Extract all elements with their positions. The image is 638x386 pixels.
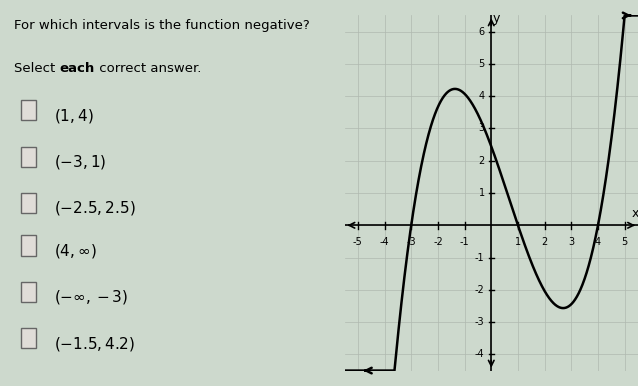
Text: 2: 2: [542, 237, 548, 247]
Text: $(4, \infty)$: $(4, \infty)$: [54, 242, 96, 260]
Text: $(1, 4)$: $(1, 4)$: [54, 107, 93, 125]
Text: -1: -1: [460, 237, 470, 247]
Text: 6: 6: [478, 27, 485, 37]
Text: $(-3, 1)$: $(-3, 1)$: [54, 153, 106, 171]
Text: -3: -3: [475, 317, 485, 327]
Text: 4: 4: [478, 91, 485, 101]
Text: -1: -1: [475, 252, 485, 262]
Text: $(-1.5, 4.2)$: $(-1.5, 4.2)$: [54, 335, 135, 352]
Text: -2: -2: [433, 237, 443, 247]
Text: 1: 1: [478, 188, 485, 198]
Text: -4: -4: [475, 349, 485, 359]
Bar: [22, 147, 36, 167]
Text: -5: -5: [353, 237, 363, 247]
Text: 3: 3: [568, 237, 574, 247]
Text: 3: 3: [478, 124, 485, 134]
Bar: [22, 328, 36, 348]
Text: each: each: [59, 62, 94, 75]
Bar: [22, 282, 36, 302]
Text: x: x: [632, 208, 638, 220]
Bar: [22, 100, 36, 120]
Text: correct answer.: correct answer.: [94, 62, 201, 75]
Text: 4: 4: [595, 237, 601, 247]
Bar: [22, 235, 36, 256]
Text: -4: -4: [380, 237, 389, 247]
Text: For which intervals is the function negative?: For which intervals is the function nega…: [14, 19, 310, 32]
Text: 2: 2: [478, 156, 485, 166]
Text: y: y: [493, 12, 500, 25]
Text: 1: 1: [515, 237, 521, 247]
Text: -2: -2: [475, 285, 485, 295]
Text: -3: -3: [406, 237, 416, 247]
Text: $(-\infty, -3)$: $(-\infty, -3)$: [54, 288, 128, 306]
Text: 5: 5: [478, 59, 485, 69]
Text: $(-2.5, 2.5)$: $(-2.5, 2.5)$: [54, 200, 135, 217]
Text: Select: Select: [14, 62, 60, 75]
Text: 5: 5: [621, 237, 628, 247]
Bar: [22, 193, 36, 213]
